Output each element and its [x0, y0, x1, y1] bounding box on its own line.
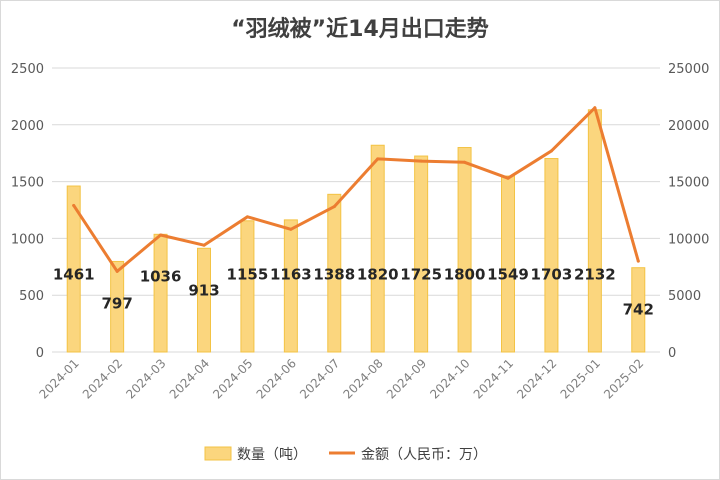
- line-point: [159, 233, 163, 237]
- line-point: [332, 205, 336, 209]
- legend-label-bar: 数量（吨）: [237, 447, 307, 463]
- left-tick-label: 500: [19, 289, 44, 304]
- line-series: [72, 106, 640, 273]
- bar: [327, 193, 342, 353]
- chart-title: “羽绒被”近14月出口走势: [231, 16, 489, 42]
- left-tick-label: 0: [36, 346, 44, 361]
- data-label: 1703: [531, 266, 573, 284]
- grid-lines: [52, 67, 660, 353]
- left-tick-label: 2500: [11, 62, 44, 77]
- legend: 数量（吨） 金额（人民币：万）: [204, 446, 487, 463]
- bar: [544, 158, 559, 353]
- line-point: [376, 157, 380, 161]
- bar: [457, 147, 472, 353]
- line-point: [593, 106, 597, 110]
- data-label: 1388: [313, 266, 355, 284]
- data-label: 1163: [270, 266, 312, 284]
- line-point: [636, 259, 640, 263]
- bar: [283, 219, 298, 353]
- left-axis: 0 500 1000 1500 2000 2500: [11, 62, 44, 361]
- data-label: 1036: [140, 267, 182, 285]
- line-point: [419, 159, 423, 163]
- right-axis: 0 5000 10000 15000 20000 25000: [668, 62, 709, 361]
- bar: [153, 233, 168, 353]
- bar: [66, 185, 81, 353]
- left-tick-label: 2000: [11, 119, 44, 134]
- line-point: [72, 203, 76, 207]
- data-labels: 1461 797 1036 913 1155 1163 1388 1820 1725 1800 15…: [53, 266, 654, 319]
- bar: [631, 267, 646, 353]
- line-point: [463, 160, 467, 164]
- line-point: [549, 149, 553, 153]
- legend-label-line: 金额（人民币：万）: [361, 447, 487, 463]
- data-label: 1820: [357, 266, 399, 284]
- data-label: 913: [188, 281, 219, 299]
- data-label: 1800: [444, 266, 486, 284]
- bar: [501, 175, 515, 353]
- legend-swatch-bar: [204, 446, 232, 461]
- data-label: 1155: [227, 266, 269, 284]
- right-tick-label: 25000: [668, 62, 709, 77]
- line-point: [245, 215, 249, 219]
- right-tick-label: 5000: [668, 289, 701, 304]
- data-label: 742: [623, 301, 654, 319]
- bar: [197, 247, 211, 353]
- data-label: 1461: [53, 266, 95, 284]
- right-tick-label: 15000: [668, 176, 709, 191]
- bar: [240, 220, 255, 353]
- amount-line: [72, 106, 640, 273]
- line-point: [115, 269, 119, 273]
- left-tick-label: 1500: [11, 176, 44, 191]
- bar-series: [66, 109, 646, 353]
- line-point: [202, 243, 206, 247]
- right-tick-label: 0: [668, 346, 676, 361]
- bar: [414, 155, 429, 353]
- left-tick-label: 1000: [11, 232, 44, 247]
- data-label: 2132: [574, 266, 616, 284]
- line-point: [506, 176, 510, 180]
- line-point: [289, 227, 293, 231]
- bar: [370, 144, 385, 353]
- data-label: 1549: [487, 266, 529, 284]
- right-tick-label: 10000: [668, 232, 709, 247]
- data-label: 797: [101, 294, 132, 312]
- right-tick-label: 20000: [668, 119, 709, 134]
- bar: [110, 260, 125, 353]
- data-label: 1725: [400, 266, 442, 284]
- bar: [587, 109, 602, 353]
